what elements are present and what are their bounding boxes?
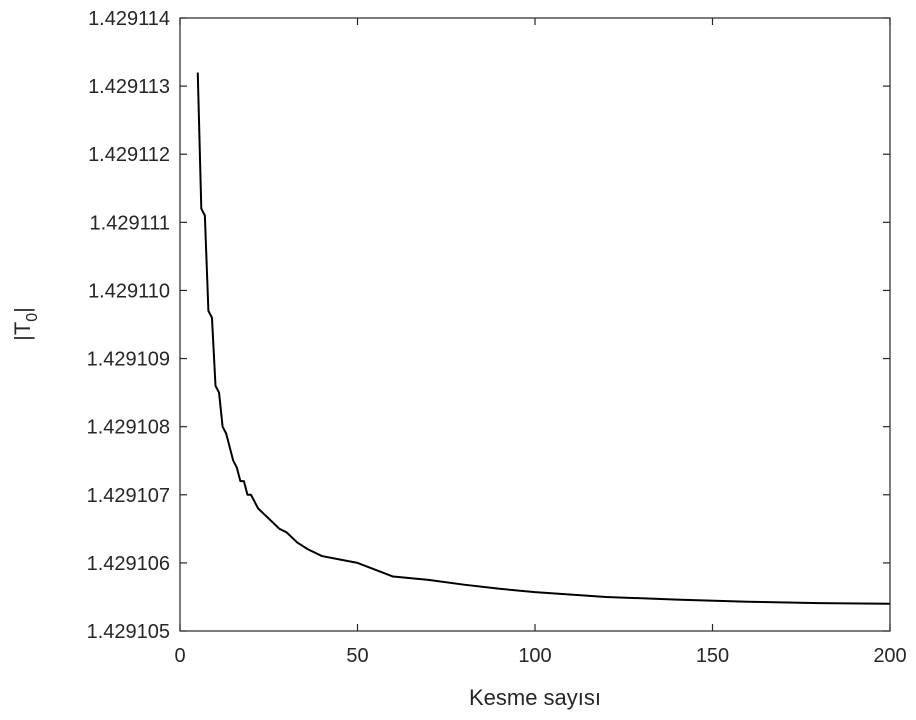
series-line xyxy=(196,72,891,605)
x-tick-label: 50 xyxy=(346,645,368,667)
plot-area-frame xyxy=(179,17,891,632)
y-tick-label: 1.429112 xyxy=(88,144,170,166)
y-tick-label: 1.429111 xyxy=(90,212,170,234)
y-tick-label: 1.429109 xyxy=(87,349,170,371)
y-tick-label: 1.429108 xyxy=(87,417,170,439)
y-tick-label: 1.429105 xyxy=(87,621,170,643)
y-tick-label: 1.429106 xyxy=(87,553,170,575)
x-tick-label: 200 xyxy=(873,645,906,667)
y-axis-label: |T0| xyxy=(10,307,41,341)
y-axis-label-end: | xyxy=(10,307,35,313)
x-axis-label: Kesme sayısı xyxy=(469,685,601,710)
x-tick-label: 0 xyxy=(174,645,185,667)
y-tick-label: 1.429113 xyxy=(88,76,170,98)
y-axis-label-subscript: 0 xyxy=(24,313,41,322)
y-tick-label: 1.429107 xyxy=(87,485,170,507)
x-tick-label: 150 xyxy=(696,645,729,667)
y-axis-label-main: |T xyxy=(10,322,35,341)
x-tick-label: 100 xyxy=(518,645,551,667)
tick-labels: 0 50 100 150 200 1.429105 1.429106 1.429107 1.42… xyxy=(87,8,907,667)
y-tick-label: 1.429110 xyxy=(88,280,170,302)
y-tick-label: 1.429114 xyxy=(88,8,170,30)
axis-ticks xyxy=(179,17,891,632)
